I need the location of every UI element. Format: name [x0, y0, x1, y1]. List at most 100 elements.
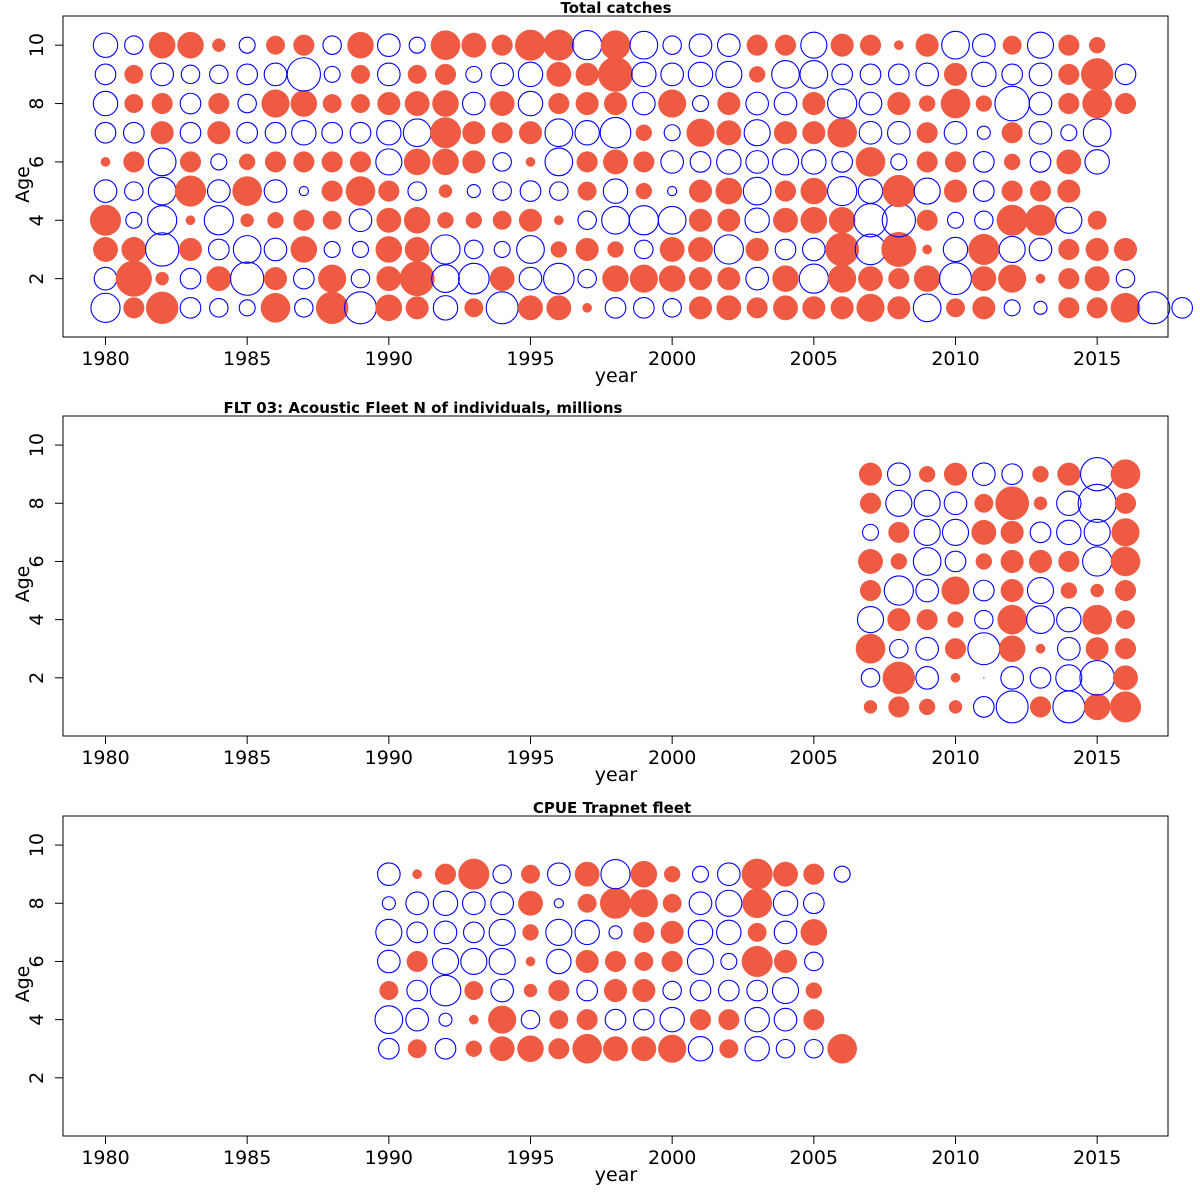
- bubble-point: [376, 119, 402, 146]
- bubble-point: [800, 206, 828, 234]
- bubble-point: [635, 182, 653, 200]
- bubble-point: [716, 149, 742, 175]
- bubble-point: [464, 239, 484, 260]
- bubble-point: [206, 179, 231, 203]
- bubble-point: [716, 120, 742, 146]
- bubble-point: [492, 152, 512, 172]
- bubble-point: [803, 1009, 825, 1031]
- bubble-point: [575, 62, 599, 86]
- bubble-point: [345, 176, 376, 206]
- bubble-point: [922, 244, 933, 255]
- bubble-point: [771, 59, 800, 89]
- bubble-point: [123, 151, 145, 173]
- bubble-point: [662, 35, 682, 55]
- bubble-point: [286, 57, 322, 92]
- bubble-point: [1110, 292, 1141, 323]
- bubble-point: [525, 157, 536, 167]
- bubble-point: [493, 240, 511, 258]
- bubble-point: [575, 92, 599, 116]
- bubble-point: [603, 979, 628, 1003]
- x-tick-label: 2000: [648, 1147, 696, 1169]
- bubble-point: [376, 266, 402, 292]
- bubble-point: [629, 264, 658, 293]
- bubble-point: [715, 60, 743, 88]
- bubble-point: [318, 264, 347, 293]
- bubble-point: [468, 1014, 479, 1025]
- bubble-point: [800, 919, 828, 946]
- bubble-point: [858, 91, 883, 116]
- bubble-point: [1111, 518, 1140, 547]
- bubble-point: [658, 265, 686, 292]
- x-tick-label: 2010: [931, 1147, 979, 1169]
- bubble-point: [264, 151, 287, 173]
- bubble-point: [1028, 120, 1053, 145]
- bubble-point: [631, 1036, 657, 1062]
- bubble-point: [608, 925, 623, 940]
- bubble-point: [598, 56, 633, 92]
- bubble-point: [576, 1009, 598, 1031]
- bubble-point: [546, 295, 572, 321]
- bubble-point: [94, 63, 117, 86]
- x-tick-label: 2015: [1073, 1147, 1121, 1169]
- x-tick-label: 2000: [648, 747, 696, 769]
- y-axis-label: Age: [12, 566, 34, 603]
- bubble-point: [658, 89, 687, 118]
- bubble-point: [601, 205, 630, 235]
- bubble-point: [572, 1033, 602, 1064]
- bubble-point: [803, 863, 825, 885]
- bubble-point: [347, 31, 374, 59]
- bubble-point: [1083, 518, 1111, 546]
- bubble-point: [1028, 91, 1053, 116]
- bubble-point: [688, 891, 713, 916]
- bubble-point: [125, 211, 143, 229]
- bubble-point: [1026, 605, 1055, 635]
- bubble-point: [377, 92, 401, 116]
- bubble-point: [466, 184, 481, 199]
- bubble-point: [974, 210, 994, 231]
- bubble-point: [998, 235, 1026, 264]
- x-tick-label: 2010: [931, 348, 979, 370]
- x-axis-label: year: [595, 365, 638, 387]
- bubble-point: [827, 1033, 857, 1064]
- bubble-point: [464, 298, 484, 318]
- bubble-point: [321, 180, 343, 202]
- bubble-point: [1113, 237, 1138, 261]
- bubble-point: [1058, 297, 1080, 319]
- bubble-point: [492, 210, 512, 230]
- bubble-point: [995, 690, 1029, 724]
- bubble-point: [402, 118, 432, 148]
- x-tick-label: 1990: [365, 1147, 413, 1169]
- bubble-point: [431, 264, 460, 294]
- bubble-point: [600, 859, 631, 890]
- bubble-point: [630, 860, 658, 888]
- bubble-point: [236, 121, 259, 144]
- bubble-point: [1171, 296, 1194, 319]
- bubble-point: [514, 29, 547, 61]
- bubble-point: [662, 298, 682, 318]
- bubble-point: [715, 177, 743, 205]
- bubble-point: [1109, 691, 1142, 723]
- y-tick-label: 4: [26, 1014, 48, 1026]
- bubble-point: [1058, 238, 1080, 261]
- bubble-point: [972, 180, 995, 202]
- bubble-point: [549, 1010, 569, 1030]
- bubble-point: [229, 261, 265, 296]
- bubble-point: [603, 92, 628, 116]
- bubble-point: [179, 296, 202, 319]
- bubble-point: [545, 918, 573, 946]
- bubble-point: [438, 184, 453, 198]
- bubble-point: [741, 945, 773, 977]
- bubble-point: [460, 947, 488, 976]
- bubble-point: [659, 1006, 685, 1033]
- bubble-point: [406, 979, 429, 1002]
- bubble-point: [773, 295, 798, 321]
- bubble-point: [124, 94, 144, 114]
- bubble-point: [351, 94, 370, 114]
- bubble-point: [462, 150, 486, 174]
- bubble-point: [603, 149, 628, 175]
- bubble-point: [322, 210, 342, 230]
- bubble-point: [237, 93, 257, 114]
- bubble-point: [461, 891, 486, 916]
- x-tick-label: 2005: [790, 1147, 838, 1169]
- bubble-point: [1090, 583, 1104, 598]
